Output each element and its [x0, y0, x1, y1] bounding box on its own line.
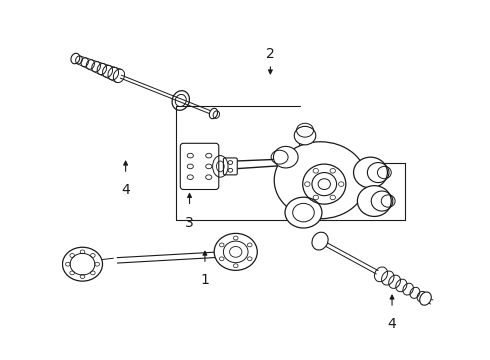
Ellipse shape	[357, 186, 392, 216]
Ellipse shape	[285, 197, 322, 228]
Text: 4: 4	[388, 317, 396, 331]
Text: 1: 1	[200, 274, 209, 287]
Text: 4: 4	[121, 183, 130, 197]
Ellipse shape	[354, 157, 388, 188]
FancyBboxPatch shape	[223, 158, 237, 175]
Ellipse shape	[420, 292, 431, 305]
Ellipse shape	[294, 126, 316, 145]
Ellipse shape	[273, 147, 298, 168]
Ellipse shape	[214, 233, 257, 270]
Ellipse shape	[62, 247, 102, 281]
Ellipse shape	[274, 142, 367, 219]
FancyBboxPatch shape	[180, 143, 219, 189]
Ellipse shape	[312, 232, 328, 250]
Text: 3: 3	[185, 216, 194, 230]
Text: 2: 2	[266, 47, 275, 61]
